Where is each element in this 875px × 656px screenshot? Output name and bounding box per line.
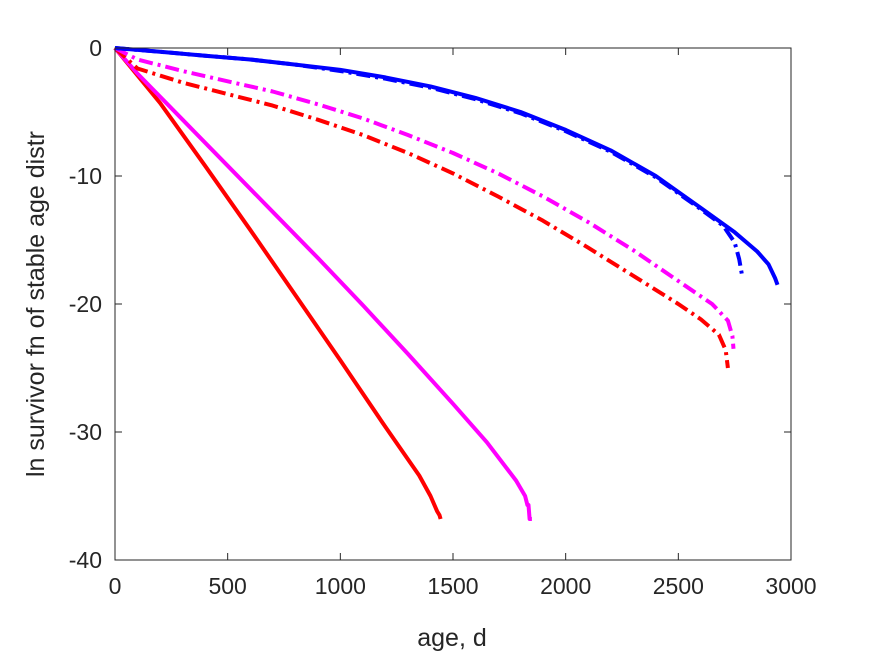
series-line-6 <box>114 46 745 279</box>
series-line-1 <box>113 46 443 520</box>
x-tick-label: 2500 <box>653 573 704 599</box>
x-tick-label: 1500 <box>427 573 478 599</box>
plot-area <box>115 48 791 560</box>
x-tick-label: 0 <box>109 573 122 599</box>
y-axis-label: ln survivor fn of stable age distr <box>22 131 50 477</box>
x-axis-label: age, d <box>417 624 487 652</box>
y-tick-label: -10 <box>69 163 102 189</box>
x-tick-label: 2000 <box>540 573 591 599</box>
x-tick-label: 500 <box>208 573 246 599</box>
y-tick-label: 0 <box>89 35 102 61</box>
x-tick-label: 3000 <box>765 573 816 599</box>
plot-background <box>115 48 791 560</box>
y-tick-label: -30 <box>69 419 102 445</box>
series-layer <box>113 46 780 521</box>
y-tick-label: -20 <box>69 291 102 317</box>
series-line-2 <box>113 46 532 521</box>
series-line-4 <box>114 46 736 349</box>
series-line-3 <box>113 46 730 369</box>
y-tick-label: -40 <box>69 547 102 573</box>
axes-layer: 0 500 1000 1500 2000 2500 3000 0 -10 -20 -30 -40 <box>69 35 817 599</box>
x-tick-label: 1000 <box>315 573 366 599</box>
